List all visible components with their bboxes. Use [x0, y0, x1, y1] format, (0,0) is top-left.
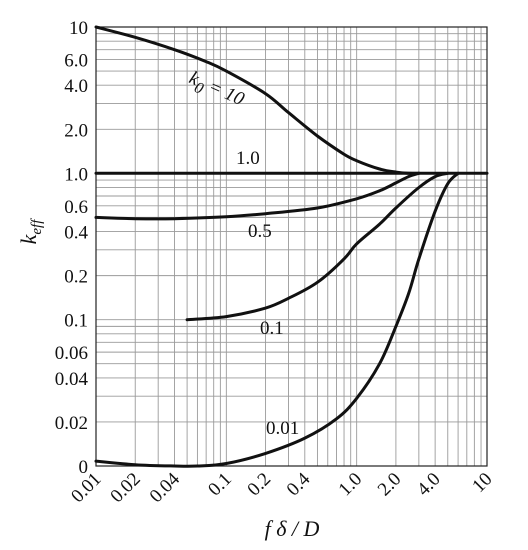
curve-label-3: 0.1: [260, 318, 284, 339]
grid: [96, 27, 487, 466]
y-tick-label: 0.02: [55, 413, 88, 434]
y-tick-label: 6.0: [64, 50, 88, 71]
x-tick-labels: 0.01 0.02 0.04 0.1 0.2 0.4 1.0 2.0 4.0 10: [67, 468, 496, 507]
y-axis-title: keff: [16, 218, 45, 245]
y-tick-label: 1.0: [64, 164, 88, 185]
y-tick-label: 0.2: [64, 267, 88, 288]
series-line-2: [94, 171, 421, 221]
x-tick-label: 0.02: [106, 469, 144, 507]
x-tick-label: 0.01: [67, 469, 105, 507]
y-tick-label: 0.1: [64, 311, 88, 332]
y-tick-label: 0.06: [55, 343, 88, 364]
x-tick-label: 4.0: [413, 469, 445, 501]
x-tick-label: 0.4: [283, 468, 315, 500]
curve-label-4: 0.01: [266, 418, 299, 439]
plot-frame: [95, 26, 488, 467]
y-tick-label: 0.4: [64, 223, 88, 244]
series-line-4: [94, 171, 460, 468]
y-tick-label: 2.0: [64, 120, 88, 141]
x-tick-label: 1.0: [335, 469, 367, 501]
curve-labels: k0 = 10 1.0 0.5 0.1 0.01: [184, 67, 299, 439]
series-line-3: [185, 171, 450, 322]
y-tick-label: 10: [69, 18, 88, 39]
series-group: [94, 25, 489, 468]
curve-label-1: 1.0: [236, 148, 260, 169]
axis-titles: keff f δ / D: [16, 218, 320, 541]
curve-label-k0-10: k0 = 10: [184, 67, 248, 114]
y-tick-label: 4.0: [64, 76, 88, 97]
y-tick-label: 0.6: [64, 197, 88, 218]
x-tick-label: 0.1: [204, 469, 236, 501]
curve-label-2: 0.5: [248, 221, 272, 242]
x-tick-label: 0.2: [243, 469, 275, 501]
y-tick-label: 0: [79, 457, 89, 478]
y-tick-label: 0.04: [55, 369, 89, 390]
y-tick-labels: 10 6.0 4.0 2.0 1.0 0.6 0.4 0.2 0.1 0.06 0.04 0.02 0: [55, 18, 89, 478]
x-tick-label: 10: [468, 469, 496, 497]
x-tick-label: 0.04: [146, 468, 185, 507]
x-axis-title: f δ / D: [265, 516, 320, 541]
x-tick-label: 2.0: [374, 469, 406, 501]
